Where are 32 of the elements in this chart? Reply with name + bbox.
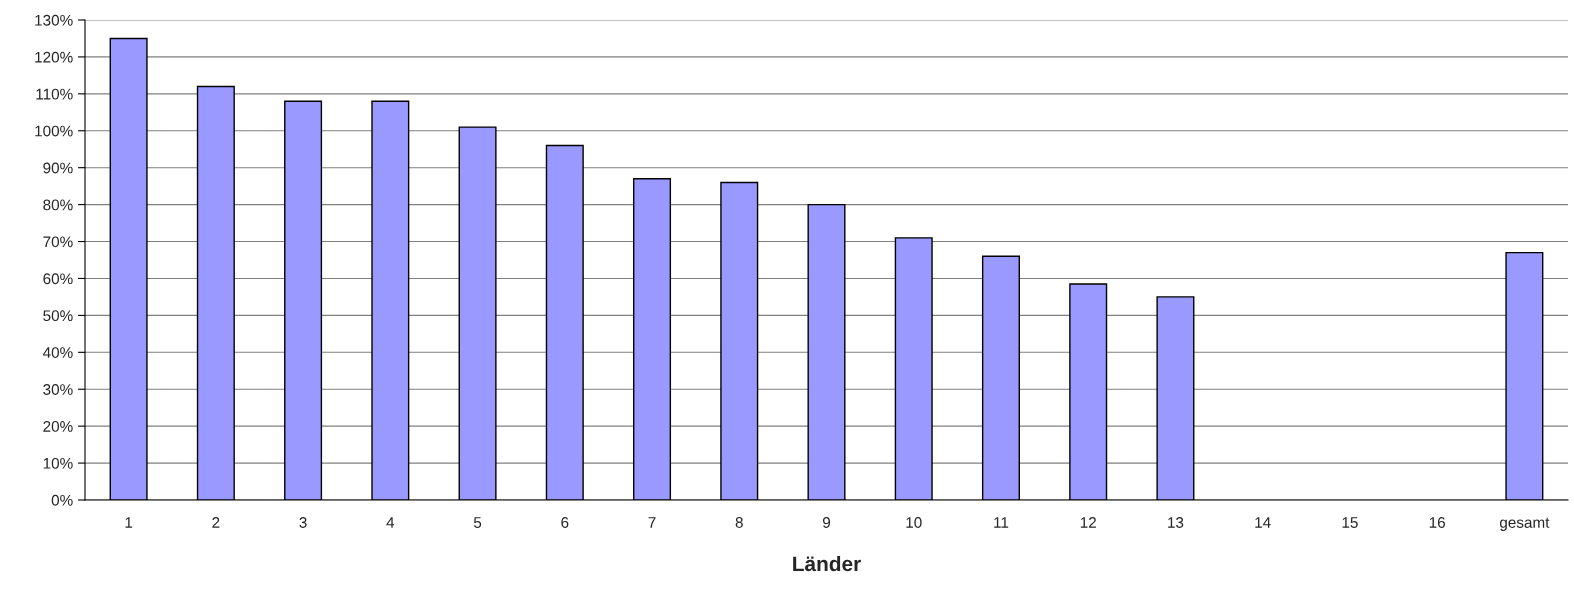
x-tick-label: 4 [386, 517, 395, 528]
y-tick-label: 90% [43, 162, 73, 174]
y-tick-label: 30% [43, 384, 73, 395]
x-tick-label: 16 [1429, 517, 1445, 528]
y-tick-label: 80% [43, 199, 73, 211]
y-tick-label: 120% [35, 51, 73, 63]
x-tick-label: 6 [561, 517, 569, 528]
x-tick-label: 11 [994, 517, 1009, 528]
y-tick-label: 40% [42, 347, 73, 358]
x-tick-label: 13 [1168, 517, 1184, 528]
x-tick-label: 14 [1255, 517, 1271, 528]
y-tick-label: 0% [51, 494, 73, 506]
y-tick-label: 60% [43, 273, 73, 285]
x-tick-label: 9 [822, 517, 831, 528]
y-tick-label: 100% [35, 125, 73, 137]
x-tick-label: 10 [906, 517, 922, 528]
y-tick-label: 110% [36, 88, 73, 100]
y-tick-label: 50% [43, 310, 73, 322]
x-tick-label: 2 [212, 517, 220, 528]
y-tick-label: 10% [43, 457, 73, 469]
x-tick-label: 3 [299, 517, 307, 528]
x-tick-label: 7 [648, 517, 656, 528]
x-axis-title: Länder [793, 555, 861, 572]
x-tick-label: 12 [1080, 517, 1096, 528]
x-tick-label: 5 [473, 517, 482, 528]
x-tick-label: gesamt [1499, 517, 1550, 531]
x-tick-label: 15 [1342, 517, 1358, 528]
y-tick-label: 20% [43, 421, 73, 432]
y-tick-label: 70% [43, 236, 73, 248]
x-tick-label: 1 [125, 517, 133, 528]
x-tick-label: 8 [735, 517, 743, 528]
y-tick-label: 130% [35, 14, 73, 26]
